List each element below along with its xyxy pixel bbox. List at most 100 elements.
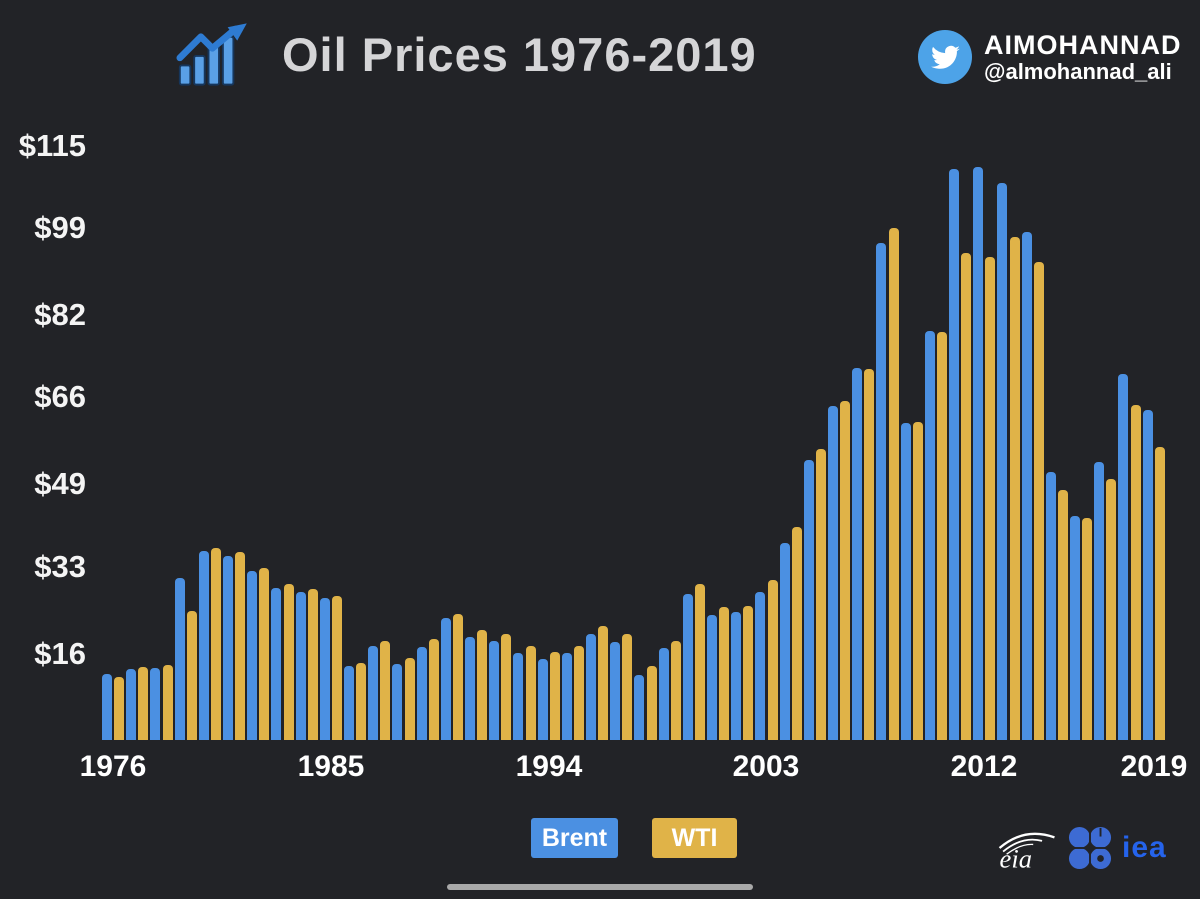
x-tick-1985: 1985 [297,750,365,783]
page-title: Oil Prices 1976-2019 [282,27,757,81]
svg-text:eia: eia [1000,843,1032,872]
bar-wti-1998 [647,666,657,740]
bar-wti-2009 [913,422,923,740]
legend-brent: Brent [531,818,618,858]
twitter-handle: @almohannad_ali [984,58,1172,84]
bar-wti-1989 [429,639,439,740]
bar-brent-1982 [247,571,257,740]
bar-wti-2007 [864,369,874,740]
bar-brent-1976 [102,674,112,740]
bar-wti-1981 [235,552,245,740]
bar-wti-2016 [1082,518,1092,740]
bar-wti-1987 [380,641,390,740]
opec-logo [1068,826,1112,870]
x-tick-2019: 2019 [1120,750,1188,783]
bar-wti-1980 [211,548,221,740]
bar-wti-2005 [816,449,826,740]
bar-wti-2013 [1010,237,1020,740]
iea-logo: iea [1122,831,1167,864]
bar-wti-2019 [1155,447,1165,740]
y-tick-99: $99 [34,210,86,245]
bar-brent-2010 [925,331,935,740]
bar-wti-1992 [501,634,511,740]
bottom-divider [447,884,753,890]
bar-brent-1983 [271,588,281,740]
y-tick-66: $66 [34,379,86,414]
bar-wti-1994 [550,652,560,740]
bar-wti-1977 [138,667,148,740]
bar-brent-1988 [392,664,402,740]
y-tick-16: $16 [34,636,86,671]
bar-wti-1990 [453,614,463,740]
bar-brent-1986 [344,666,354,740]
bar-wti-2011 [961,253,971,740]
twitter-icon [918,30,972,84]
bar-brent-2005 [804,460,814,740]
bar-brent-1991 [465,637,475,740]
x-tick-1976: 1976 [79,750,147,783]
bar-wti-1986 [356,663,366,740]
bar-brent-1985 [320,598,330,740]
bar-brent-1977 [126,669,136,740]
y-tick-82: $82 [34,297,86,332]
bar-brent-1998 [634,675,644,740]
bar-wti-2006 [840,401,850,740]
bar-wti-2004 [792,527,802,740]
bar-wti-1985 [332,596,342,740]
bar-wti-1991 [477,630,487,740]
bar-brent-2013 [997,183,1007,740]
x-tick-2012: 2012 [950,750,1018,783]
bar-brent-2016 [1070,516,1080,740]
bar-wti-1979 [187,611,197,740]
bar-wti-1997 [622,634,632,740]
bar-wti-1978 [163,665,173,740]
source-logos: eia iea [996,824,1167,872]
legend-wti-label: WTI [671,823,718,852]
bar-brent-2017 [1094,462,1104,740]
bar-brent-2009 [901,423,911,740]
legend-wti: WTI [652,818,737,858]
bar-brent-2006 [828,406,838,740]
bar-brent-2007 [852,368,862,740]
bar-wti-2012 [985,257,995,740]
bar-brent-2000 [683,594,693,740]
bar-wti-2010 [937,332,947,740]
eia-logo: eia [998,832,1055,872]
bar-wti-1976 [114,677,124,740]
bar-brent-1980 [199,551,209,740]
bar-brent-1989 [417,647,427,740]
bar-brent-2003 [755,592,765,740]
bar-brent-1990 [441,618,451,740]
header: Oil Prices 1976-2019 [176,22,757,86]
bar-wti-1982 [259,568,269,740]
bar-wti-2008 [889,228,899,740]
x-tick-1994: 1994 [515,750,583,783]
bar-wti-2014 [1034,262,1044,740]
bar-brent-2012 [973,167,983,740]
bar-brent-1984 [296,592,306,740]
bar-brent-1997 [610,642,620,740]
bar-wti-2003 [768,580,778,740]
bar-wti-1984 [308,589,318,740]
bar-brent-2002 [731,612,741,740]
bar-wti-1999 [671,641,681,740]
bar-wti-1988 [405,658,415,740]
bar-wti-2001 [719,607,729,740]
bar-brent-1978 [150,668,160,740]
twitter-attribution: AIMOHANNAD @almohannad_ali [918,30,1181,84]
bar-brent-2014 [1022,232,1032,740]
bar-brent-1995 [562,653,572,740]
y-tick-115: $115 [18,128,86,163]
rising-chart-icon [176,23,247,86]
bar-wti-1993 [526,646,536,740]
bar-brent-2008 [876,243,886,740]
bar-wti-2017 [1106,479,1116,740]
bar-wti-2018 [1131,405,1141,740]
bar-brent-1987 [368,646,378,740]
bar-brent-2019 [1143,410,1153,740]
bar-wti-2002 [743,606,753,740]
bar-brent-2011 [949,169,959,740]
bar-brent-1981 [223,556,233,740]
bar-brent-2001 [707,615,717,740]
